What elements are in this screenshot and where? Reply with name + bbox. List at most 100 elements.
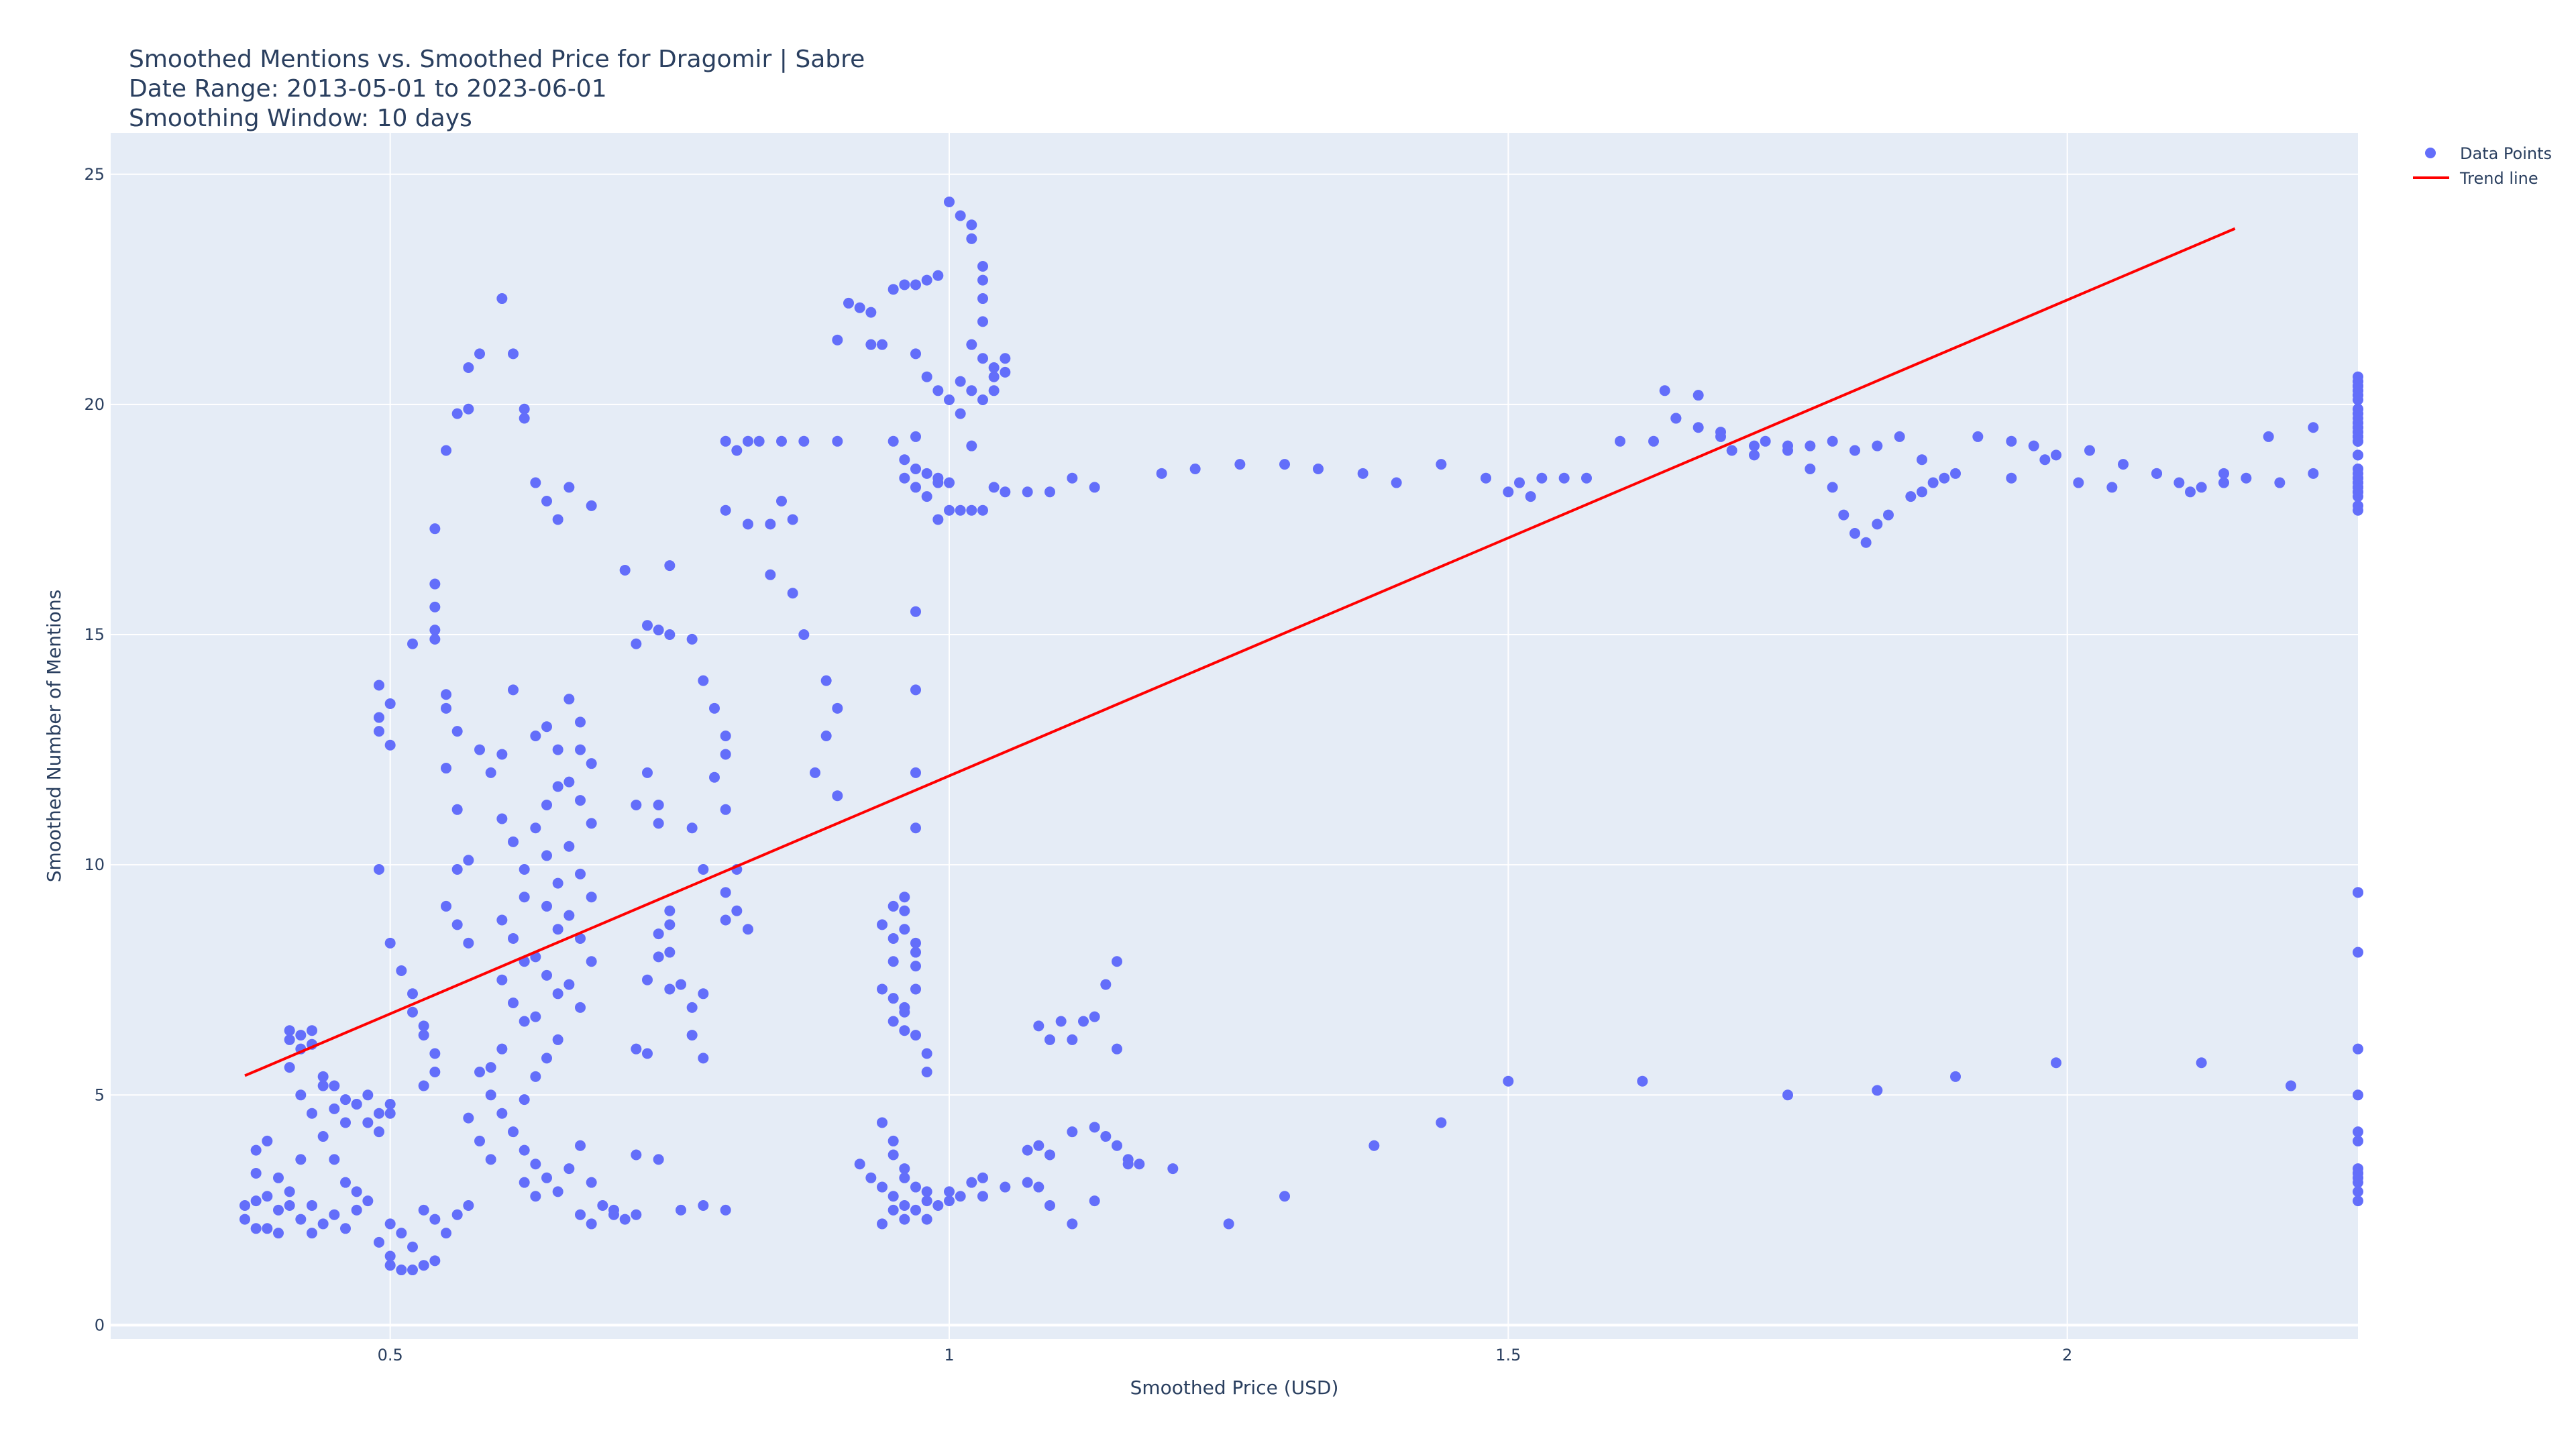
data-point (653, 951, 664, 963)
data-point (1022, 1144, 1033, 1156)
data-point (1514, 477, 1525, 488)
data-point (977, 293, 988, 305)
data-point (1167, 1163, 1179, 1175)
trend-line (244, 227, 2236, 1077)
legend-label-data-points: Data Points (2460, 144, 2552, 163)
data-point (441, 702, 451, 714)
data-point (2353, 1135, 2363, 1146)
data-point (496, 914, 508, 926)
data-points-series (239, 196, 2363, 1276)
data-point (496, 974, 508, 985)
data-point (932, 385, 944, 396)
data-point (496, 1108, 508, 1119)
legend-item-data-points[interactable]: Data Points (2425, 144, 2552, 163)
data-point (541, 799, 552, 810)
data-point (384, 739, 396, 751)
data-point (720, 804, 731, 815)
data-point (743, 435, 753, 447)
data-point (262, 1223, 273, 1234)
data-point (2073, 477, 2084, 488)
data-point (474, 348, 485, 360)
data-point (1558, 472, 1570, 484)
data-point (429, 1214, 441, 1225)
data-point (977, 274, 988, 286)
data-point (2006, 472, 2017, 484)
data-point (731, 445, 743, 456)
data-point (496, 749, 508, 760)
y-axis-title: Smoothed Number of Mentions (43, 590, 65, 883)
data-point (899, 1172, 910, 1183)
data-point (977, 1172, 988, 1183)
data-point (2353, 486, 2363, 498)
chart-title-line-3: Smoothing Window: 10 days (129, 105, 472, 132)
data-point (451, 919, 463, 930)
data-point (1693, 390, 1704, 401)
data-point (552, 1186, 564, 1197)
data-point (2263, 431, 2274, 442)
legend-item-trend-line[interactable]: Trend line (2413, 169, 2538, 188)
x-axis-title: Smoothed Price (USD) (1130, 1377, 1339, 1399)
data-point (1067, 1126, 1078, 1138)
data-point (664, 905, 676, 916)
data-point (664, 947, 676, 958)
data-point (720, 1204, 731, 1216)
data-point (877, 1181, 888, 1193)
data-point (753, 435, 765, 447)
data-point (664, 919, 676, 930)
legend-label-trend-line: Trend line (2459, 169, 2538, 188)
data-point (1156, 468, 1167, 479)
data-point (1927, 477, 1939, 488)
data-point (899, 892, 910, 903)
data-point (2151, 468, 2162, 479)
data-point (877, 919, 888, 930)
data-point (888, 932, 899, 944)
data-point (910, 348, 921, 360)
data-point (2353, 390, 2363, 401)
data-point (1693, 422, 1704, 433)
data-point (575, 868, 586, 879)
data-point (2286, 1080, 2296, 1091)
data-point (284, 1034, 295, 1045)
data-point (295, 1214, 307, 1225)
data-point (921, 274, 932, 286)
data-point (597, 1199, 608, 1211)
data-point (519, 403, 530, 415)
data-point (619, 564, 631, 576)
data-point (575, 795, 586, 806)
data-point (1726, 445, 1737, 456)
data-point (899, 454, 910, 466)
data-point (776, 435, 787, 447)
data-point (340, 1094, 351, 1106)
data-point (787, 588, 798, 599)
data-point (1436, 459, 1447, 470)
data-point (1905, 491, 1917, 502)
data-point (541, 1053, 552, 1064)
data-point (273, 1228, 284, 1239)
data-point (273, 1204, 284, 1216)
data-point (1112, 1140, 1122, 1151)
data-point (1849, 528, 1860, 539)
data-point (2308, 422, 2319, 433)
data-point (530, 1159, 541, 1170)
data-point (586, 818, 597, 829)
data-point (441, 445, 451, 456)
data-point (519, 1177, 530, 1188)
data-point (899, 1163, 910, 1175)
data-point (921, 1195, 932, 1207)
legend[interactable]: Data Points Trend line (2413, 144, 2552, 188)
data-point (2039, 454, 2051, 466)
data-point (899, 924, 910, 935)
data-point (317, 1131, 329, 1142)
data-point (888, 993, 899, 1004)
data-point (362, 1089, 374, 1101)
data-point (2118, 459, 2129, 470)
data-point (1067, 1034, 1078, 1045)
data-point (731, 905, 743, 916)
data-point (396, 965, 407, 976)
data-point (720, 731, 731, 741)
data-point (384, 937, 396, 949)
plot-area (111, 133, 2358, 1339)
data-point (396, 1265, 407, 1276)
data-point (977, 394, 988, 406)
data-point (832, 790, 843, 802)
